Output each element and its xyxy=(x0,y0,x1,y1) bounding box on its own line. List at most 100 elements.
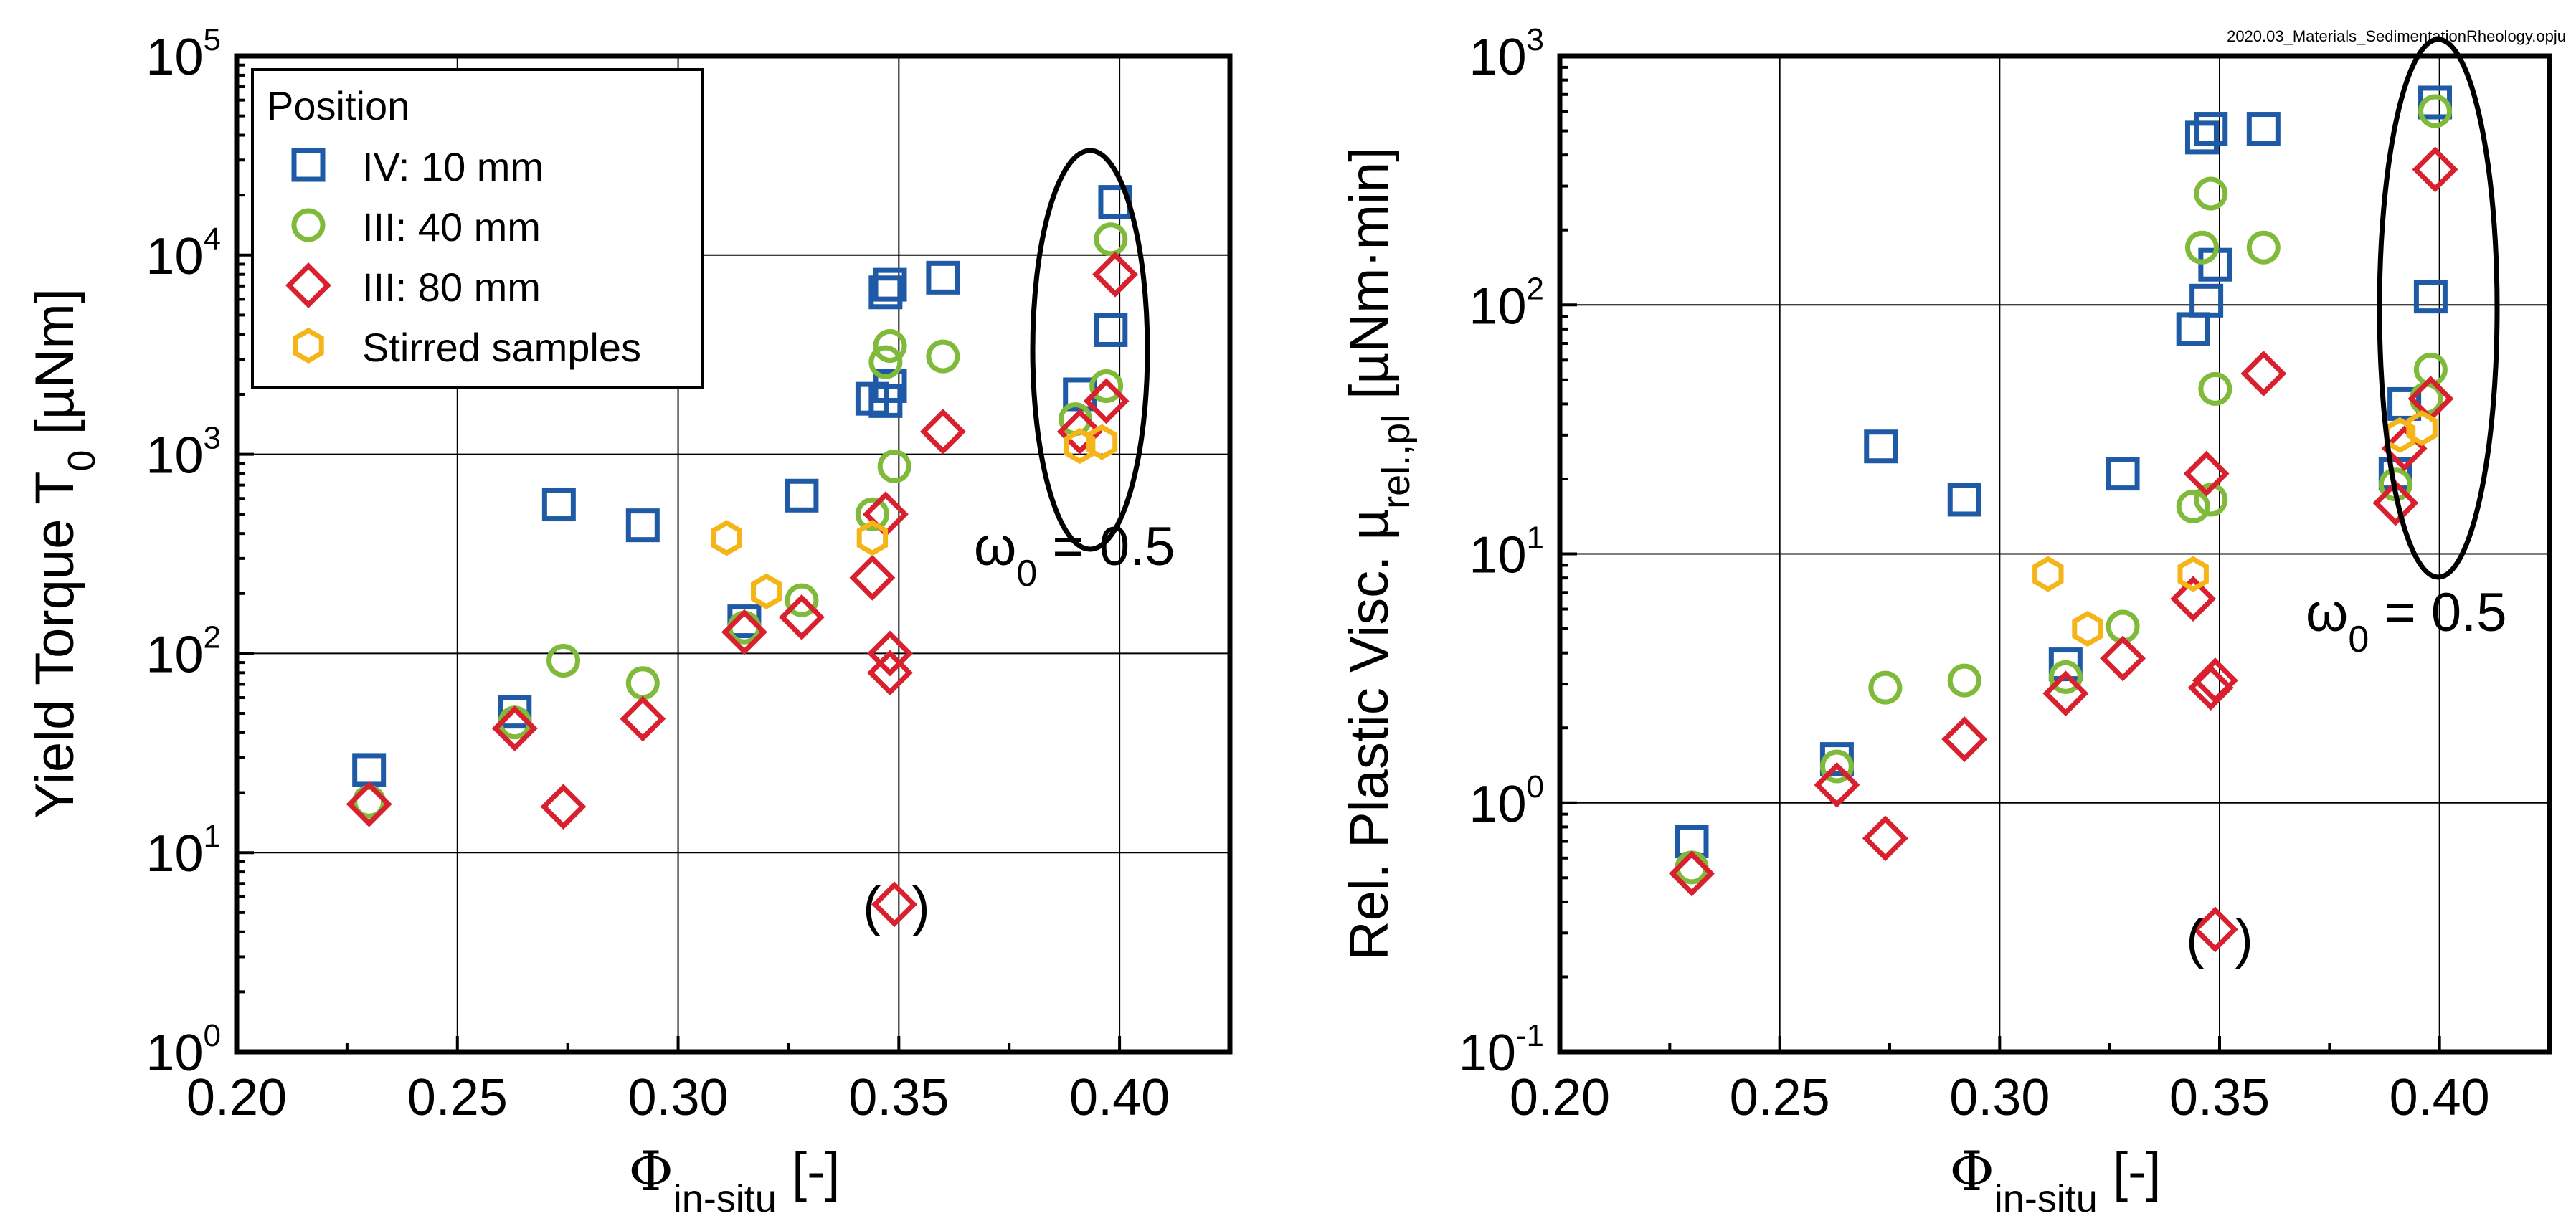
data-point-hexagon xyxy=(711,520,742,556)
data-point-circle xyxy=(2198,371,2232,406)
data-point-diamond xyxy=(491,705,538,752)
data-point-circle xyxy=(926,339,960,374)
legend-marker-circle xyxy=(291,208,326,242)
data-point-circle xyxy=(2184,230,2219,265)
data-point-diamond xyxy=(2170,576,2217,622)
data-point-circle xyxy=(1868,670,1903,705)
x-tick-label: 0.40 xyxy=(1069,1069,1170,1126)
y-tick-label: 105 xyxy=(146,22,221,86)
data-point-diamond xyxy=(1669,850,1715,897)
y-tick-label: 101 xyxy=(146,819,221,883)
right-tick-labels: 0.20 0.25 0.30 0.35 0.40 10-1 100 101 102 103 xyxy=(1459,22,2490,1126)
x-tick-label: 0.30 xyxy=(1949,1069,2050,1126)
data-point-diamond xyxy=(2192,906,2238,953)
data-point-square xyxy=(873,369,907,403)
data-point-diamond xyxy=(1056,408,1103,455)
data-point-hexagon xyxy=(751,573,782,609)
data-point-square xyxy=(2246,112,2281,146)
right-omega-annotation: ω0 = 0.5 xyxy=(2306,582,2507,660)
x-tick-label: 0.20 xyxy=(186,1069,287,1126)
data-point-circle xyxy=(2194,176,2228,211)
legend-box xyxy=(251,68,704,389)
data-point-diamond xyxy=(540,784,587,830)
data-point-diamond xyxy=(867,650,913,696)
legend-entry-label: III: 40 mm xyxy=(362,204,541,250)
data-point-square xyxy=(2413,280,2448,314)
legend-marker-square xyxy=(291,148,326,182)
data-point-square xyxy=(498,695,532,729)
y-tick-label: 102 xyxy=(1469,271,1544,335)
data-point-circle xyxy=(1089,369,1124,403)
data-point-diamond xyxy=(346,781,392,827)
x-tick-label: 0.30 xyxy=(628,1069,728,1126)
data-point-diamond xyxy=(2042,670,2089,717)
data-point-diamond xyxy=(2412,146,2458,193)
data-point-hexagon xyxy=(1086,424,1118,460)
data-point-diamond xyxy=(867,630,913,677)
data-point-square xyxy=(1947,483,1981,517)
data-point-circle xyxy=(1094,222,1128,257)
data-point-circle xyxy=(2048,660,2083,694)
data-point-circle xyxy=(2413,352,2448,386)
data-point-diamond xyxy=(1083,378,1130,424)
right-x-axis-title: Φin-situ [-] xyxy=(1949,1139,2161,1220)
data-point-square xyxy=(868,275,903,310)
legend-title: Position xyxy=(267,83,409,128)
data-point-circle xyxy=(1947,663,1981,698)
data-point-diamond xyxy=(1092,251,1138,298)
y-tick-label: 102 xyxy=(146,619,221,683)
y-tick-label: 100 xyxy=(1469,769,1544,833)
y-tick-label: 103 xyxy=(1469,22,1544,86)
data-point-diamond xyxy=(2192,657,2238,704)
data-point-diamond xyxy=(2100,635,2146,682)
legend-marker-hexagon xyxy=(293,327,324,364)
plastic-viscosity-chart: 0.20 0.25 0.30 0.35 0.40 10-1 100 101 102 103 Rel… xyxy=(1339,22,2552,1220)
legend-entries: IV: 10 mm III: 40 mm III: 80 mm Stirred sam… xyxy=(285,144,641,370)
data-point-hexagon xyxy=(856,520,889,556)
left-parenthesis-annotation: ( ) xyxy=(863,876,930,937)
data-point-diamond xyxy=(620,695,666,742)
legend-entry-label: Stirred samples xyxy=(362,325,641,370)
data-point-square xyxy=(785,478,819,513)
data-point-hexagon xyxy=(2406,410,2438,447)
x-tick-label: 0.25 xyxy=(1730,1069,1830,1126)
right-highlight-ellipse xyxy=(2377,37,2500,580)
y-tick-label: 10-1 xyxy=(1459,1018,1544,1082)
left-omega-annotation: ω0 = 0.5 xyxy=(974,516,1175,594)
x-tick-label: 0.35 xyxy=(848,1069,949,1126)
data-point-circle xyxy=(785,583,819,617)
x-tick-label: 0.25 xyxy=(407,1069,508,1126)
data-point-circle xyxy=(546,643,581,678)
legend-marker-diamond xyxy=(285,262,331,308)
right-parenthesis-annotation: ( ) xyxy=(2186,908,2253,969)
data-point-circle xyxy=(1819,749,1854,784)
data-point-circle xyxy=(2418,94,2453,128)
data-point-square xyxy=(1864,429,1898,464)
data-point-square xyxy=(926,260,960,295)
data-point-hexagon xyxy=(2032,556,2064,592)
data-point-diamond xyxy=(919,408,966,455)
data-point-diamond xyxy=(849,554,896,601)
legend: Position IV: 10 mm III: 40 mm III: 80 mm St… xyxy=(251,68,704,389)
data-point-diamond xyxy=(2183,450,2230,497)
data-point-hexagon xyxy=(2072,610,2103,647)
y-tick-label: 100 xyxy=(146,1018,221,1082)
data-point-square xyxy=(541,488,576,522)
data-point-circle xyxy=(868,345,903,379)
right-y-axis-title: Rel. Plastic Visc. µrel.,pl [µNm·min] xyxy=(1339,147,1418,961)
data-point-square xyxy=(1094,313,1128,347)
left-highlight-ellipse xyxy=(1030,148,1150,552)
legend-entry-label: IV: 10 mm xyxy=(362,144,544,189)
data-point-diamond xyxy=(721,609,767,655)
data-point-diamond xyxy=(1941,716,1988,763)
x-tick-label: 0.20 xyxy=(1510,1069,1610,1126)
left-y-axis-title: Yield Torque T0 [µNm] xyxy=(24,288,103,819)
data-point-diamond xyxy=(871,881,918,928)
data-point-square xyxy=(2189,283,2224,318)
y-tick-label: 104 xyxy=(146,222,221,285)
data-point-hexagon xyxy=(2177,556,2209,592)
right-grid xyxy=(1560,56,2549,1052)
right-ticks xyxy=(1558,54,2441,1053)
data-point-diamond xyxy=(2372,480,2419,526)
